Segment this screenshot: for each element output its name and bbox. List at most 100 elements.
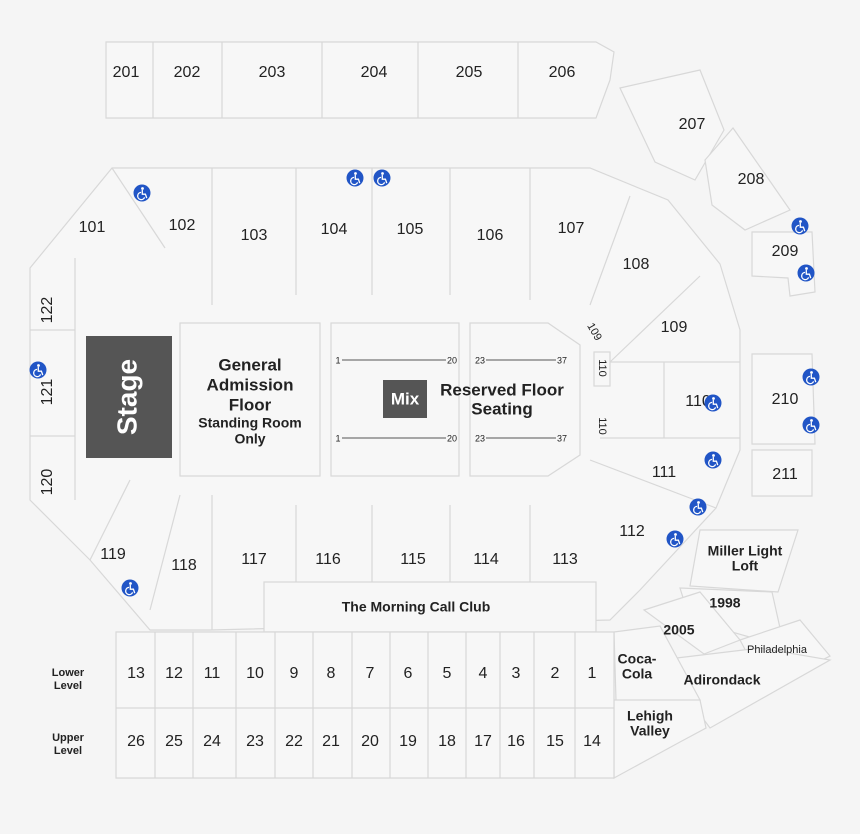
section-111[interactable]: 111 <box>652 464 676 481</box>
section-109[interactable]: 109 <box>661 319 688 336</box>
section-110[interactable]: 110 <box>685 393 711 410</box>
wheelchair-icon <box>372 168 392 188</box>
section-210[interactable]: 210 <box>772 391 799 408</box>
section-118[interactable]: 118 <box>171 557 197 574</box>
section-207[interactable]: 207 <box>679 116 706 133</box>
box-2[interactable]: 2 <box>551 665 560 682</box>
box-15[interactable]: 15 <box>546 733 564 750</box>
loft-line1[interactable]: Miller Light <box>708 543 783 559</box>
section-101[interactable]: 101 <box>79 219 106 236</box>
lower-level-label-2: Level <box>54 680 82 692</box>
section-211[interactable]: 211 <box>772 466 798 483</box>
wheelchair-icon <box>790 216 810 236</box>
section-203[interactable]: 203 <box>259 64 286 81</box>
box-10[interactable]: 10 <box>246 665 264 682</box>
box-21[interactable]: 21 <box>322 733 340 750</box>
wheelchair-icon <box>345 168 365 188</box>
box-11[interactable]: 11 <box>204 665 221 682</box>
box-14[interactable]: 14 <box>583 733 601 750</box>
section-114[interactable]: 114 <box>473 551 499 568</box>
reserved-line2: Seating <box>471 399 532 418</box>
row-start-bottom-right: 23 <box>475 433 485 443</box>
wheelchair-icon <box>120 578 140 598</box>
section-102[interactable]: 102 <box>169 217 196 234</box>
section-106[interactable]: 106 <box>477 227 504 244</box>
box-22[interactable]: 22 <box>285 733 303 750</box>
box-3[interactable]: 3 <box>512 665 521 682</box>
wheelchair-icon <box>688 497 708 517</box>
row-start-top-right: 23 <box>475 355 485 365</box>
suite-1998[interactable]: 1998 <box>709 595 740 611</box>
ga-line2: Admission <box>207 375 294 394</box>
section-204[interactable]: 204 <box>361 64 388 81</box>
section-116[interactable]: 116 <box>315 551 341 568</box>
row-end-bottom-left: 20 <box>447 433 457 443</box>
box-26[interactable]: 26 <box>127 733 145 750</box>
row-end-top-right: 37 <box>557 355 567 365</box>
box-4[interactable]: 4 <box>479 665 488 682</box>
club-label[interactable]: The Morning Call Club <box>342 599 491 615</box>
loft-line2[interactable]: Loft <box>732 558 759 574</box>
section-103[interactable]: 103 <box>241 227 268 244</box>
section-205[interactable]: 205 <box>456 64 483 81</box>
box-5[interactable]: 5 <box>443 665 452 682</box>
suites-area <box>613 529 832 780</box>
box-18[interactable]: 18 <box>438 733 456 750</box>
section-112[interactable]: 112 <box>619 523 645 540</box>
box-6[interactable]: 6 <box>404 665 413 682</box>
section-120[interactable]: 120 <box>39 469 56 496</box>
row-end-top-left: 20 <box>447 355 457 365</box>
upper-ring <box>105 41 816 497</box>
box-25[interactable]: 25 <box>165 733 183 750</box>
suite-coca-line1[interactable]: Coca- <box>618 651 657 667</box>
wheelchair-icon <box>28 360 48 380</box>
box-16[interactable]: 16 <box>507 733 525 750</box>
section-105[interactable]: 105 <box>397 221 424 238</box>
box-8[interactable]: 8 <box>327 665 336 682</box>
section-107[interactable]: 107 <box>558 220 585 237</box>
lower-level-label-1: Lower <box>52 667 85 679</box>
section-209[interactable]: 209 <box>772 243 799 260</box>
box-7[interactable]: 7 <box>366 665 375 682</box>
section-117[interactable]: 117 <box>241 551 267 568</box>
suite-coca-line2[interactable]: Cola <box>622 666 653 682</box>
wheelchair-icon <box>801 367 821 387</box>
box-1[interactable]: 1 <box>588 665 597 682</box>
section-206[interactable]: 206 <box>549 64 576 81</box>
box-24[interactable]: 24 <box>203 733 221 750</box>
suite-lehigh-line1[interactable]: Lehigh <box>627 708 673 724</box>
section-104[interactable]: 104 <box>321 221 348 238</box>
section-121[interactable]: 121 <box>39 379 56 406</box>
box-13[interactable]: 13 <box>127 665 145 682</box>
suite-philadelphia[interactable]: Philadelphia <box>747 644 808 656</box>
wheelchair-icon <box>703 393 723 413</box>
section-110-small-a[interactable]: 110 <box>596 359 608 377</box>
section-208[interactable]: 208 <box>738 171 765 188</box>
suite-adirondack[interactable]: Adirondack <box>683 672 760 688</box>
box-grid <box>115 631 615 779</box>
section-113[interactable]: 113 <box>552 551 578 568</box>
section-202[interactable]: 202 <box>174 64 201 81</box>
box-23[interactable]: 23 <box>246 733 264 750</box>
wheelchair-icon <box>132 183 152 203</box>
box-12[interactable]: 12 <box>165 665 183 682</box>
upper-section-labels: 201 202 203 204 205 206 207 208 209 210 … <box>113 64 799 483</box>
wheelchair-icon <box>703 450 723 470</box>
upper-level-label-1: Upper <box>52 732 85 744</box>
section-115[interactable]: 115 <box>400 551 426 568</box>
suite-lehigh-line2[interactable]: Valley <box>630 723 670 739</box>
box-20[interactable]: 20 <box>361 733 379 750</box>
section-110-small-b[interactable]: 110 <box>596 417 608 435</box>
section-108[interactable]: 108 <box>623 256 650 273</box>
box-9[interactable]: 9 <box>290 665 299 682</box>
section-201[interactable]: 201 <box>113 64 140 81</box>
row-end-bottom-right: 37 <box>557 433 567 443</box>
lower-box-labels: 13 12 11 10 9 8 7 6 5 4 3 2 1 <box>127 665 596 682</box>
section-119[interactable]: 119 <box>100 546 126 563</box>
upper-level-label-2: Level <box>54 745 82 757</box>
box-17[interactable]: 17 <box>474 733 492 750</box>
box-19[interactable]: 19 <box>399 733 417 750</box>
suite-2005[interactable]: 2005 <box>663 622 694 638</box>
section-122[interactable]: 122 <box>39 297 56 324</box>
